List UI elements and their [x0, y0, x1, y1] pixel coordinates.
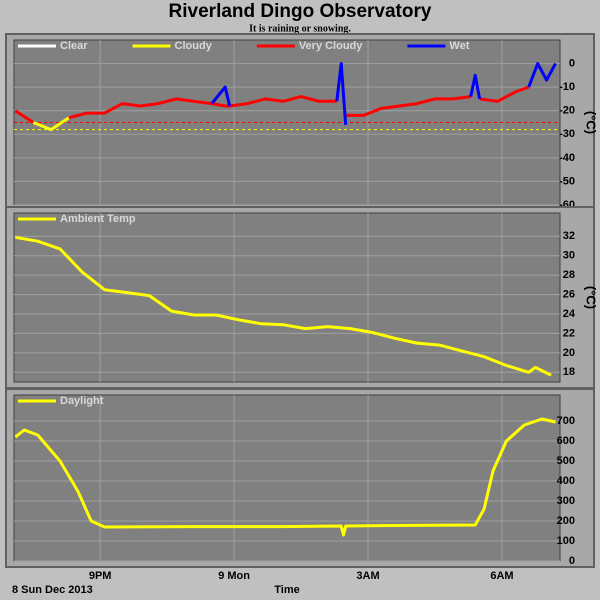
x-tick-label: 6AM — [490, 570, 513, 582]
y-tick-label: 18 — [563, 366, 575, 378]
y-tick-label: 700 — [557, 415, 575, 427]
y-tick-label: 0 — [569, 555, 575, 567]
y-tick-label: 0 — [569, 57, 575, 69]
legend-label: Very Cloudy — [299, 40, 363, 52]
legend-label: Wet — [449, 40, 469, 52]
y-tick-label: -30 — [559, 128, 575, 140]
y-tick-label: 30 — [563, 250, 575, 262]
y-axis-label: (°C) — [584, 111, 599, 134]
chart-subtitle: It is raining or snowing. — [249, 23, 351, 34]
legend-label: Daylight — [60, 395, 104, 407]
y-tick-label: 20 — [563, 347, 575, 359]
data-line — [210, 62, 557, 126]
y-tick-label: -20 — [559, 105, 575, 117]
y-tick-label: 500 — [557, 455, 575, 467]
chart-title: Riverland Dingo Observatory — [169, 1, 432, 22]
plot-area — [13, 394, 561, 562]
y-tick-label: 26 — [563, 288, 575, 300]
legend-label: Cloudy — [175, 40, 213, 52]
y-axis-label: (°C) — [584, 286, 599, 309]
x-axis-label: Time — [274, 584, 299, 596]
y-tick-label: -10 — [559, 81, 575, 93]
y-tick-label: -50 — [559, 175, 575, 187]
y-tick-label: 200 — [557, 515, 575, 527]
y-tick-label: 24 — [563, 308, 576, 320]
start-date-label: 8 Sun Dec 2013 — [12, 584, 93, 596]
legend-label: Ambient Temp — [60, 213, 136, 225]
y-tick-label: 28 — [563, 269, 575, 281]
y-tick-label: 400 — [557, 475, 575, 487]
y-tick-label: -40 — [559, 152, 575, 164]
x-tick-label: 9PM — [89, 570, 112, 582]
y-tick-label: 100 — [557, 535, 575, 547]
legend-label: Clear — [60, 40, 88, 52]
data-line — [15, 235, 552, 377]
x-tick-label: 9 Mon — [218, 570, 250, 582]
y-tick-label: 300 — [557, 495, 575, 507]
data-line — [14, 417, 556, 537]
data-line — [32, 116, 70, 132]
x-tick-label: 3AM — [356, 570, 379, 582]
y-tick-label: 600 — [557, 435, 575, 447]
y-tick-label: 32 — [563, 230, 575, 242]
y-tick-label: 22 — [563, 327, 575, 339]
